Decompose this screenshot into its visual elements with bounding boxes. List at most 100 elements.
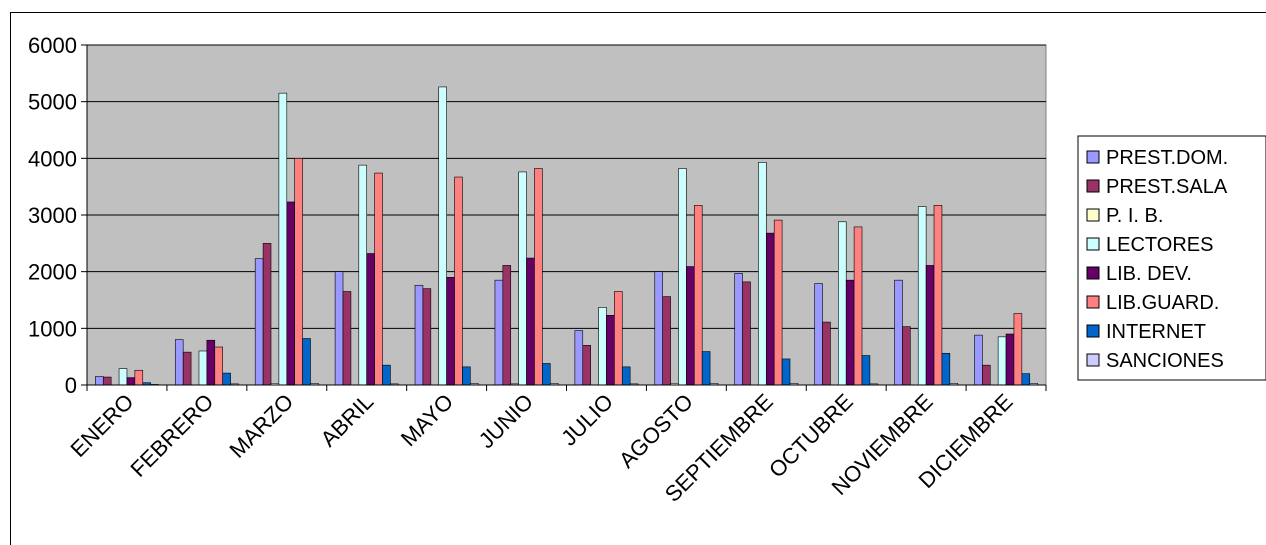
bar: [278, 92, 288, 386]
bar: [102, 376, 112, 386]
legend-swatch: [1086, 295, 1100, 309]
bar: [758, 162, 767, 386]
bar: [222, 372, 231, 386]
bar: [198, 350, 208, 386]
x-tick-label: FEBRERO: [126, 389, 219, 482]
x-tick-label: ENERO: [65, 389, 138, 462]
legend-swatch: [1086, 179, 1100, 193]
legend-label: LIB. DEV.: [1106, 263, 1192, 285]
bar: [845, 279, 855, 386]
bar: [894, 279, 903, 386]
bar: [997, 336, 1007, 386]
bar: [518, 171, 527, 386]
bar: [534, 168, 543, 386]
bar: [334, 271, 344, 386]
bar: [838, 221, 847, 386]
bar: [822, 321, 831, 386]
legend-swatch: [1086, 324, 1100, 338]
bar: [574, 330, 584, 386]
legend-label: LIB.GUARD.: [1106, 292, 1219, 314]
bars: [95, 86, 1038, 386]
x-tick-label: MAYO: [396, 389, 458, 451]
axes: [86, 45, 1047, 391]
bar: [262, 243, 272, 386]
x-tick-label: AGOSTO: [614, 389, 698, 473]
bar: [414, 284, 424, 386]
bar: [861, 355, 871, 386]
bar: [742, 281, 751, 386]
legend-swatch: [1086, 266, 1100, 280]
bar: [1005, 333, 1015, 386]
legend-label: PREST.DOM.: [1106, 147, 1228, 169]
legend-label: INTERNET: [1106, 321, 1206, 343]
bar: [438, 86, 447, 386]
bar: [95, 376, 104, 386]
y-tick-labels: 0 1000 2000 3000 4000 5000 6000: [28, 33, 77, 398]
bar: [302, 338, 311, 386]
x-tick-label: JULIO: [556, 389, 618, 451]
bar: [494, 279, 504, 386]
bar: [358, 164, 368, 386]
bar: [1021, 373, 1031, 386]
bar: [422, 288, 432, 386]
bar: [606, 314, 615, 386]
bar: [853, 226, 863, 386]
bar: [118, 368, 128, 386]
bar: [454, 176, 463, 386]
bar: [366, 253, 375, 386]
bar: [902, 326, 911, 386]
chart-frame: [10, 12, 1266, 545]
bar: [382, 364, 391, 386]
bar: [182, 351, 192, 386]
y-tick-label: 3000: [28, 203, 77, 228]
legend-box: [1077, 135, 1266, 381]
bar: [917, 206, 927, 386]
bar: [781, 358, 791, 386]
legend-swatch: [1086, 150, 1100, 164]
x-tick-label: MARZO: [224, 389, 298, 463]
bar: [621, 366, 631, 386]
bar: [933, 205, 943, 386]
bar: [462, 366, 471, 386]
bar: [502, 265, 512, 386]
x-tick-label: JUNIO: [474, 389, 538, 453]
bar: [1013, 313, 1023, 386]
bar: [134, 369, 144, 386]
bar: [982, 364, 991, 386]
bar: [678, 168, 687, 386]
y-tick-label: 2000: [28, 260, 77, 285]
bar: [206, 339, 216, 386]
bar: [654, 271, 663, 386]
y-tick-label: 4000: [28, 146, 77, 171]
legend-swatch: [1086, 353, 1100, 367]
legend-label: P. I. B.: [1106, 205, 1163, 227]
bar: [374, 172, 383, 386]
bar: [941, 352, 951, 386]
bar: [765, 232, 775, 386]
bar: [773, 219, 783, 386]
bar: [701, 351, 711, 386]
bar: [254, 258, 264, 386]
bar: [286, 201, 295, 386]
bar: [662, 296, 671, 386]
y-tick-label: 1000: [28, 316, 77, 341]
legend-swatch: [1086, 237, 1100, 251]
legend-swatch: [1086, 208, 1100, 222]
bar: [693, 205, 703, 386]
bar: [814, 283, 823, 386]
legend-label: SANCIONES: [1106, 350, 1224, 372]
x-tick-label: ABRIL: [316, 389, 379, 452]
y-tick-label: 6000: [28, 33, 77, 58]
legend: PREST.DOM. PREST.SALA P. I. B. LECTORES LIB.…: [1077, 135, 1266, 381]
legend-label: LECTORES: [1106, 234, 1213, 256]
bar: [294, 158, 303, 386]
bar: [598, 307, 607, 386]
bar: [126, 377, 136, 386]
bar: [214, 346, 223, 386]
bar: [582, 345, 591, 386]
bar: [342, 291, 352, 386]
bar: [734, 273, 743, 386]
bar: [446, 277, 455, 386]
